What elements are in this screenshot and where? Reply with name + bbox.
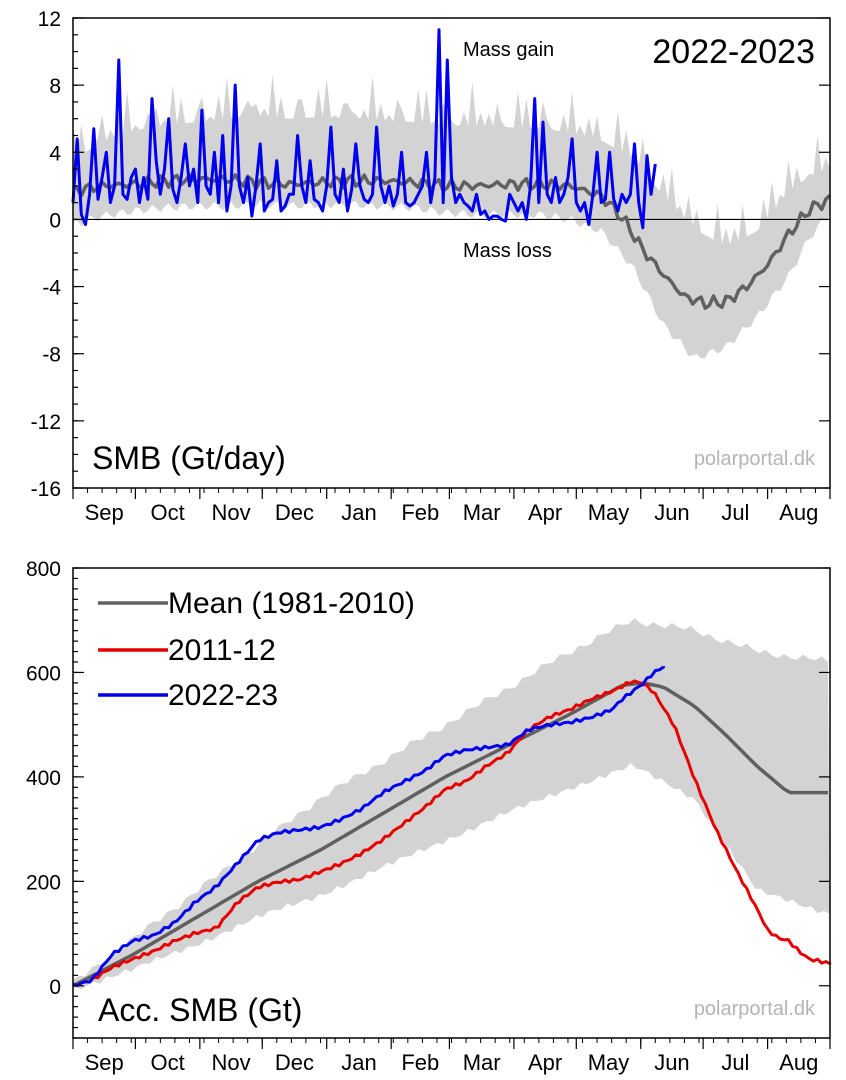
x-month-label: Nov: [211, 1050, 250, 1075]
daily-smb-y-ticks: 12 8 4 0 -4 -8 -12 -16: [31, 8, 830, 501]
accumulated-smb-2022-23-line: [72, 665, 666, 988]
x-month-label: Mar: [463, 1050, 501, 1075]
x-month-label: Jul: [721, 1050, 749, 1075]
accumulated-smb-panel: 800 600 400 200 0 Sep Oct Nov Dec Jan Feb Mar Apr Ma…: [26, 558, 832, 1075]
legend-label-2022-23: 2022-23: [168, 679, 278, 712]
x-month-label: Aug: [779, 1050, 818, 1075]
x-month-label: Jun: [654, 1050, 689, 1075]
x-month-label: Jul: [721, 500, 749, 525]
mass-gain-annotation: Mass gain: [463, 39, 554, 61]
y-tick-label: 4: [49, 142, 61, 165]
x-month-label: Jan: [341, 1050, 376, 1075]
x-month-label: Mar: [463, 500, 501, 525]
accumulated-smb-y-ticks: 800 600 400 200 0: [26, 558, 830, 1039]
x-month-label: Apr: [528, 500, 562, 525]
accumulated-smb-2011-12-line: [72, 679, 832, 988]
x-month-label: Sep: [85, 1050, 124, 1075]
y-tick-label: 200: [26, 871, 61, 894]
x-month-label: Oct: [151, 1050, 185, 1075]
x-month-label: Oct: [151, 500, 185, 525]
accumulated-smb-mean-line: [72, 681, 828, 988]
y-tick-label: -16: [31, 478, 61, 501]
daily-smb-x-ticks: Sep Oct Nov Dec Jan Feb Mar Apr May Jun Jul Aug: [72, 488, 831, 525]
x-month-label: Nov: [211, 500, 250, 525]
daily-smb-series-lines: [71, 28, 832, 310]
x-month-label: Jun: [654, 500, 689, 525]
y-tick-label: -4: [42, 277, 61, 300]
daily-smb-band-area: [73, 74, 830, 359]
x-month-label: May: [588, 500, 630, 525]
watermark-top: polarportal.dk: [694, 448, 816, 470]
watermark-bottom: polarportal.dk: [694, 998, 816, 1020]
x-month-label: Feb: [401, 500, 439, 525]
y-tick-label: -8: [42, 344, 61, 367]
y-tick-label: 12: [38, 8, 61, 31]
accumulated-smb-spread-band: [73, 618, 830, 990]
accumulated-smb-x-ticks: Sep Oct Nov Dec Jan Feb Mar Apr May Jun Jul Aug: [72, 1038, 831, 1075]
accumulated-smb-series-lines: [72, 665, 832, 988]
y-tick-label: 800: [26, 558, 61, 581]
y-tick-label: 0: [49, 209, 61, 232]
x-month-label: Dec: [275, 1050, 314, 1075]
daily-smb-2022-23-line: [71, 28, 657, 230]
x-month-label: Dec: [275, 500, 314, 525]
daily-smb-spread-band: [73, 74, 830, 359]
legend-label-2011-12: 2011-12: [168, 634, 276, 667]
accumulated-smb-ylabel: Acc. SMB (Gt): [98, 992, 302, 1028]
legend-label-mean: Mean (1981-2010): [168, 587, 415, 620]
y-tick-label: 0: [49, 976, 61, 999]
x-month-label: Feb: [401, 1050, 439, 1075]
x-month-label: Sep: [85, 500, 124, 525]
daily-smb-ylabel: SMB (Gt/day): [92, 440, 286, 476]
x-month-label: Aug: [779, 500, 818, 525]
y-tick-label: -12: [31, 411, 61, 434]
season-title: 2022-2023: [652, 33, 815, 71]
y-tick-label: 8: [49, 75, 61, 98]
y-tick-label: 400: [26, 767, 61, 790]
x-month-label: Apr: [528, 1050, 562, 1075]
x-month-label: May: [588, 1050, 630, 1075]
accumulated-smb-band-area: [73, 618, 830, 990]
legend: Mean (1981-2010) 2011-12 2022-23: [98, 587, 415, 712]
y-tick-label: 600: [26, 662, 61, 685]
x-month-label: Jan: [341, 500, 376, 525]
daily-smb-panel: 12 8 4 0 -4 -8 -12 -16 Sep Oct Nov Dec Jan Feb Mar Apr…: [31, 8, 832, 525]
mass-loss-annotation: Mass loss: [463, 240, 552, 262]
